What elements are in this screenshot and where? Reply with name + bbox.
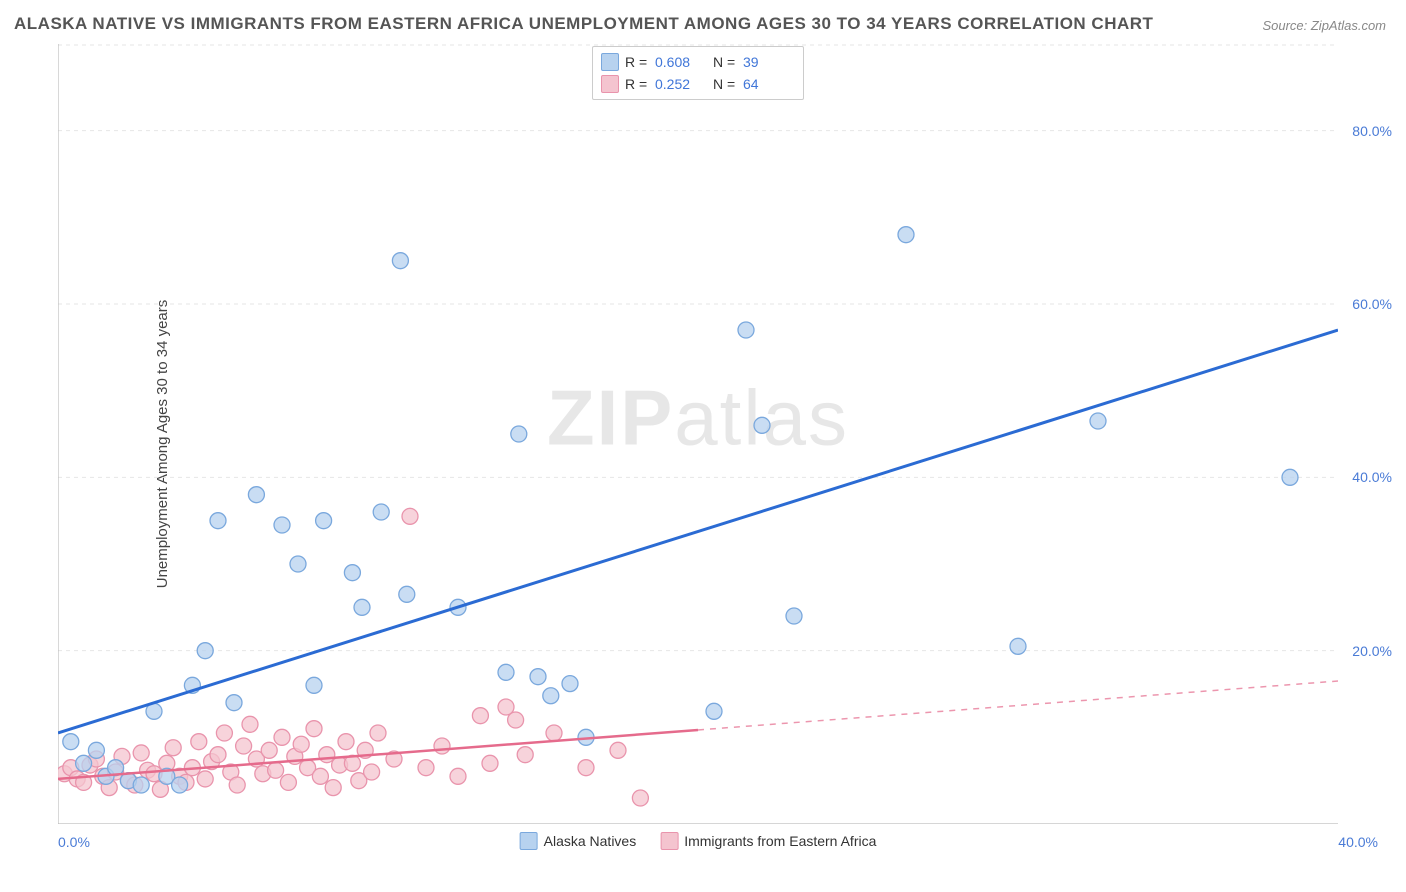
y-tick-label: 60.0% (1352, 296, 1392, 312)
legend-n-label: N = (713, 76, 737, 92)
x-axis-max-label: 40.0% (1338, 834, 1378, 850)
legend-r-label: R = (625, 76, 649, 92)
plot-svg (58, 44, 1338, 824)
legend-n-value: 64 (743, 76, 795, 92)
legend-stat-row: R = 0.608 N = 39 (601, 51, 795, 73)
legend-stats: R = 0.608 N = 39 R = 0.252 N = 64 (592, 46, 804, 100)
chart-area: Unemployment Among Ages 30 to 34 years Z… (48, 44, 1388, 844)
legend-swatch (660, 832, 678, 850)
legend-n-label: N = (713, 54, 737, 70)
legend-r-label: R = (625, 54, 649, 70)
legend-swatch (601, 75, 619, 93)
y-tick-label: 80.0% (1352, 123, 1392, 139)
source-attribution: Source: ZipAtlas.com (1262, 18, 1386, 33)
y-tick-label: 20.0% (1352, 643, 1392, 659)
legend-n-value: 39 (743, 54, 795, 70)
legend-r-value: 0.252 (655, 76, 707, 92)
scatter-plot: ZIPatlas 0.0% 40.0% R =0.608N =39R =0.25… (58, 44, 1338, 824)
legend-stat-row: R = 0.252 N = 64 (601, 73, 795, 95)
legend-swatch (520, 832, 538, 850)
legend-r-value: 0.608 (655, 54, 707, 70)
legend-series-item: Alaska Natives (520, 832, 637, 850)
legend-series-label: Immigrants from Eastern Africa (684, 833, 876, 849)
legend-series-label: Alaska Natives (544, 833, 637, 849)
legend-swatch (601, 53, 619, 71)
legend-series: Alaska Natives Immigrants from Eastern Af… (520, 832, 877, 850)
chart-title: ALASKA NATIVE VS IMMIGRANTS FROM EASTERN… (14, 14, 1153, 34)
legend-series-item: Immigrants from Eastern Africa (660, 832, 876, 850)
y-tick-label: 40.0% (1352, 469, 1392, 485)
x-axis-min-label: 0.0% (58, 834, 90, 850)
